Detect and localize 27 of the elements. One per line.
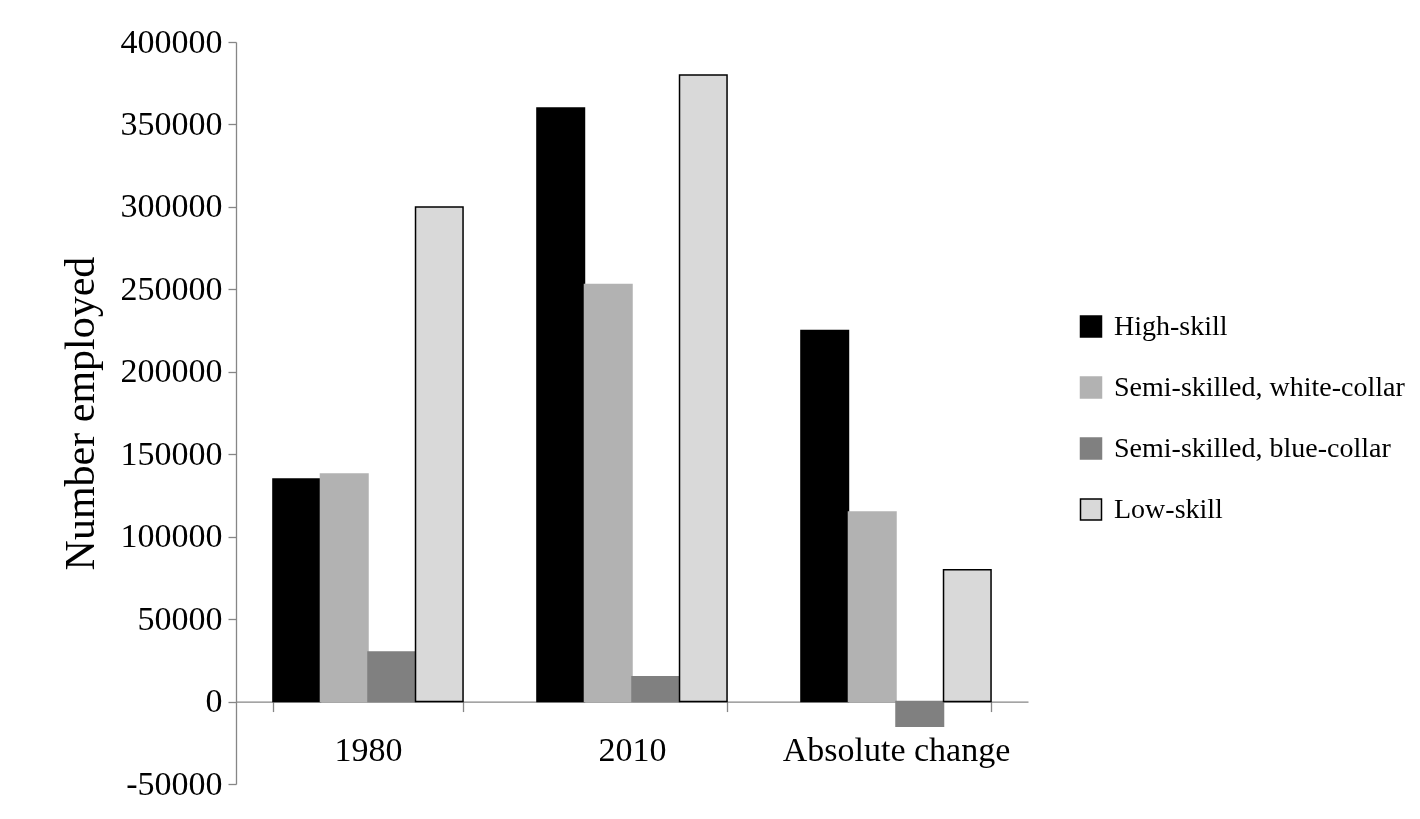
x-tick-label: 1980	[334, 731, 403, 769]
y-tick-label: 200000	[120, 352, 223, 390]
y-tick-label: 0	[205, 682, 223, 720]
legend-label: High-skill	[1114, 309, 1228, 341]
y-tick-label: -50000	[126, 764, 223, 802]
legend-label: Low-skill	[1114, 492, 1224, 524]
bar	[942, 568, 992, 703]
y-tick-label: 350000	[120, 104, 223, 142]
bar	[583, 283, 633, 703]
x-tick-label: Absolute change	[782, 731, 1011, 769]
x-tick-label: 2010	[598, 731, 667, 769]
y-tick-label: 50000	[137, 599, 223, 637]
y-tick-label: 400000	[120, 22, 223, 60]
bar	[319, 473, 369, 703]
bar	[414, 206, 464, 703]
y-tick-label: 250000	[120, 269, 223, 307]
y-tick-label: 300000	[120, 187, 223, 225]
bar	[272, 478, 322, 703]
y-tick-label: 150000	[120, 434, 223, 472]
bar	[800, 329, 850, 703]
legend-label: Semi-skilled, white-collar	[1114, 370, 1406, 402]
bar	[847, 511, 897, 703]
y-tick-label: 100000	[120, 517, 223, 555]
bar	[678, 74, 728, 703]
bar	[536, 107, 586, 703]
y-axis-title: Number employed	[56, 256, 103, 571]
legend-label: Semi-skilled, blue-collar	[1114, 431, 1392, 463]
